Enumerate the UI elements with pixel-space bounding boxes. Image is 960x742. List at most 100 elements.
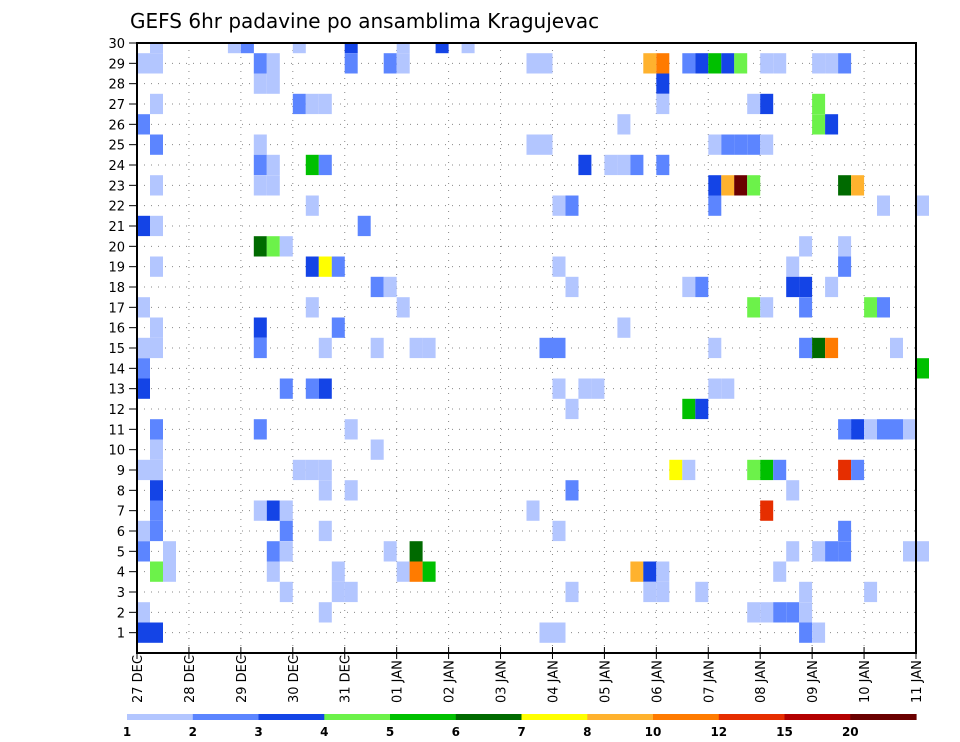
data-cell [708, 53, 722, 74]
data-cell [305, 378, 319, 399]
data-cell [383, 541, 397, 562]
y-tick-label: 1 [117, 627, 125, 642]
data-cell [137, 53, 150, 74]
y-tick-label: 28 [108, 78, 125, 93]
colorbar-swatch [850, 714, 917, 720]
data-cell [760, 53, 774, 74]
y-tick-label: 2 [117, 606, 125, 621]
data-cell [150, 53, 163, 74]
x-axis: 27 DEC 28 DEC 29 DEC 30 DEC 31 DEC 01 JAN 02 J… [131, 647, 925, 703]
colorbar-label: 12 [710, 725, 727, 739]
data-cell [266, 73, 280, 94]
y-tick-label: 21 [108, 220, 125, 235]
colorbar-swatch [455, 714, 523, 720]
data-cell [747, 297, 761, 318]
y-tick-label: 15 [108, 342, 125, 357]
data-cell [864, 297, 878, 318]
data-cell [617, 317, 631, 338]
data-cell [708, 175, 722, 196]
data-cell [266, 53, 280, 74]
data-cell [578, 154, 592, 176]
data-cell [565, 581, 579, 603]
y-tick-label: 10 [108, 444, 125, 459]
data-cell [227, 43, 241, 54]
data-cell [137, 541, 150, 562]
data-cell [760, 500, 774, 521]
data-cell [150, 561, 163, 582]
data-cell [643, 53, 657, 74]
data-cell [150, 459, 163, 481]
data-cell [747, 93, 761, 115]
data-cell [890, 419, 903, 440]
data-cell [331, 581, 345, 603]
data-cell [318, 154, 332, 176]
data-cell [825, 53, 839, 74]
data-cell [253, 134, 267, 155]
data-cell [137, 297, 150, 318]
data-cell [773, 53, 787, 74]
data-cell [695, 398, 709, 420]
x-tick-label: 01 JAN [391, 660, 406, 703]
x-tick-label: 06 JAN [650, 660, 665, 703]
data-cell [656, 561, 670, 582]
data-cell [656, 93, 670, 115]
colorbar-label: 2 [189, 725, 197, 739]
data-cell [318, 520, 332, 542]
data-cell [656, 73, 670, 94]
data-cell [747, 134, 761, 155]
data-cell [825, 337, 839, 359]
data-cell [344, 43, 358, 54]
y-tick-label: 4 [117, 566, 125, 581]
data-cell [357, 215, 371, 237]
data-cell [838, 256, 852, 277]
data-cell [318, 602, 332, 623]
data-cell [137, 520, 150, 542]
data-cell [370, 337, 384, 359]
y-tick-label: 16 [108, 322, 125, 337]
x-tick-label: 11 JAN [910, 660, 925, 703]
y-tick-label: 19 [108, 261, 125, 276]
data-cell [150, 500, 163, 521]
data-cell [916, 541, 929, 562]
data-cell [539, 53, 553, 74]
data-cell [916, 195, 929, 216]
data-cell [150, 134, 163, 155]
data-cell [318, 378, 332, 399]
colorbar-swatch [127, 714, 194, 720]
data-cell [617, 154, 631, 176]
y-tick-label: 18 [108, 281, 125, 296]
data-cell [305, 459, 319, 481]
data-cell [253, 337, 267, 359]
y-tick-label: 5 [117, 545, 125, 560]
data-cell [838, 459, 852, 481]
colorbar-swatch [653, 714, 720, 720]
data-cell [916, 358, 929, 379]
data-cell [682, 459, 696, 481]
data-cell [461, 43, 475, 54]
data-cell [656, 581, 670, 603]
data-cell [565, 276, 579, 298]
data-cell [318, 337, 332, 359]
data-cell [656, 154, 670, 176]
data-cell [266, 500, 280, 521]
data-cell [734, 134, 748, 155]
y-tick-label: 17 [108, 301, 125, 316]
data-cell [279, 378, 293, 399]
data-cell [150, 93, 163, 115]
data-cell [150, 175, 163, 196]
data-cell [279, 541, 293, 562]
data-cell [279, 236, 293, 257]
data-cell [279, 581, 293, 603]
data-cell [838, 236, 852, 257]
data-cell [292, 93, 306, 115]
y-tick-label: 24 [108, 159, 125, 174]
data-cell [825, 114, 839, 135]
data-cell [305, 256, 319, 277]
x-tick-label: 09 JAN [806, 660, 821, 703]
data-cell [773, 602, 787, 623]
data-cells [137, 43, 929, 643]
data-cell [396, 561, 410, 582]
y-tick-label: 30 [108, 37, 125, 52]
data-cell [552, 256, 566, 277]
colorbar-swatch [587, 714, 654, 720]
